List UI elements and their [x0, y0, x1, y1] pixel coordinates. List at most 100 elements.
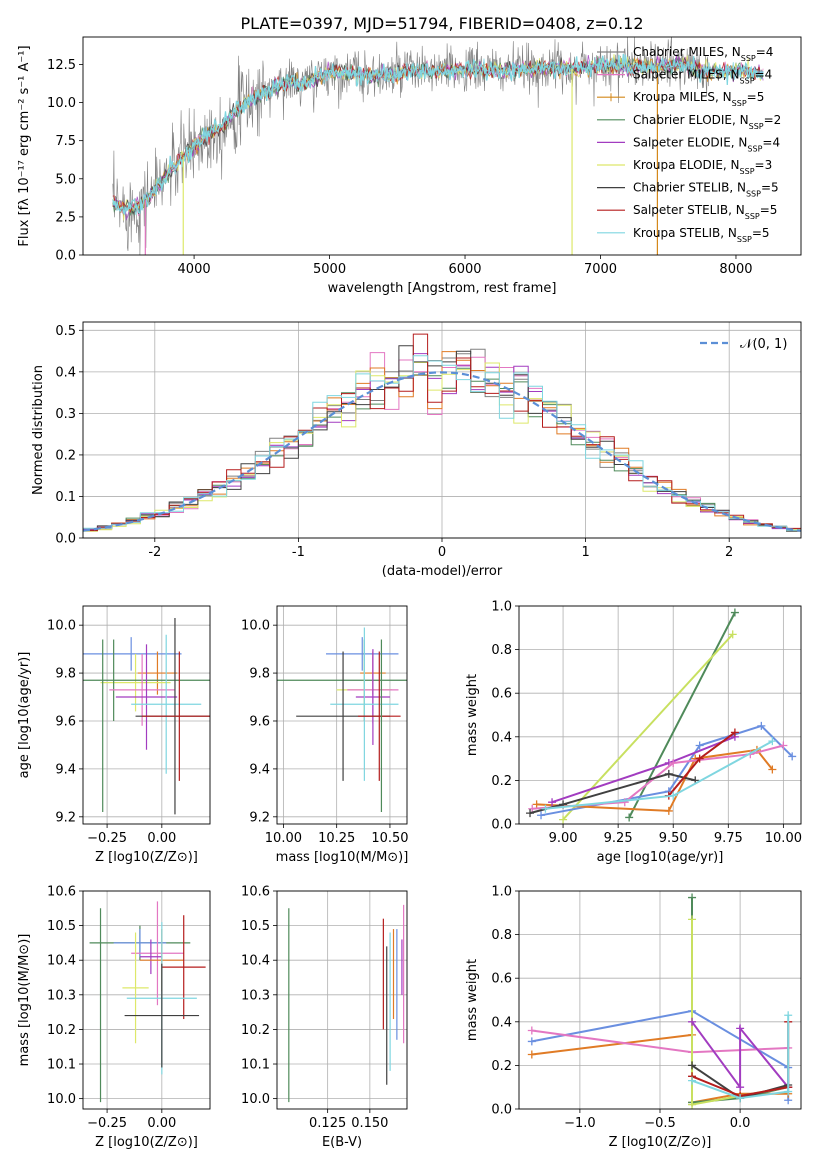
x-tick-label: 0.125 — [309, 1116, 346, 1131]
y-tick-label: 10.0 — [47, 619, 76, 634]
y-tick-label: 10.2 — [241, 1023, 270, 1038]
y-tick-label: 10.1 — [241, 1058, 270, 1073]
point-marker — [527, 1037, 536, 1046]
errorbar-point — [137, 651, 178, 695]
point-marker — [757, 721, 766, 730]
point-marker — [695, 741, 704, 750]
y-tick-label: 0.0 — [55, 532, 76, 547]
point-marker — [688, 893, 697, 902]
y-tick-label: 7.5 — [55, 134, 76, 149]
legend-entry: Salpeter ELODIE, NSSP=4 — [633, 135, 780, 153]
x-tick-label: 10.00 — [265, 831, 302, 846]
mass-vs-extinction-panel: 0.125 0.150 10.0 10.1 10.2 10.3 10.4 10.5 10.6 E(… — [241, 885, 408, 1150]
y-axis-label: Normed distribution — [31, 365, 46, 495]
model-spectrum-line — [112, 53, 764, 215]
x-tick-label: 1 — [581, 545, 589, 560]
errorbar-point — [83, 637, 182, 671]
series — [625, 608, 739, 822]
y-tick-label: 0.0 — [55, 249, 76, 264]
histogram-step-line — [83, 333, 801, 532]
errorbar-point — [142, 651, 210, 781]
point-marker — [736, 1094, 745, 1103]
x-tick-label: 2 — [725, 545, 733, 560]
y-tick-label: 9.2 — [55, 810, 76, 825]
point-marker — [688, 915, 697, 924]
y-tick-label: 10.5 — [47, 919, 76, 934]
x-tick-label: 4000 — [178, 262, 211, 277]
figure-title: PLATE=0397, MJD=51794, FIBERID=0408, z=0… — [240, 14, 643, 33]
y-tick-label: 10.6 — [47, 885, 76, 900]
x-tick-label: −0.25 — [87, 831, 127, 846]
y-tick-label: 10.0 — [47, 1092, 76, 1107]
x-tick-label: 9.75 — [714, 831, 743, 846]
point-marker — [736, 1083, 745, 1092]
y-tick-label: 5.0 — [55, 172, 76, 187]
errorbar-point — [139, 939, 162, 975]
errorbar-point — [100, 653, 171, 712]
point-marker — [664, 769, 673, 778]
histogram-steps — [83, 333, 801, 532]
y-tick-label: 9.8 — [55, 667, 76, 682]
series-line — [691, 1021, 789, 1091]
point-marker — [620, 798, 629, 807]
point-marker — [688, 1100, 697, 1109]
legend-entry: Chabrier MILES, NSSP=4 — [633, 45, 773, 63]
x-tick-label: -1 — [292, 545, 305, 560]
point-marker — [730, 608, 739, 617]
series-line — [691, 1015, 790, 1100]
error-bars — [89, 901, 206, 1103]
x-tick-label: 9.00 — [549, 831, 578, 846]
y-tick-label: 10.4 — [47, 954, 76, 969]
errorbar-point — [357, 651, 401, 781]
series — [688, 1011, 793, 1103]
y-axis-label: mass [log10(M/M⊙)] — [17, 934, 32, 1067]
legend-entry: Kroupa MILES, NSSP=5 — [633, 90, 764, 108]
y-tick-label: 0.0 — [491, 818, 512, 833]
point-marker — [736, 1024, 745, 1033]
legend-entry: Salpeter MILES, NSSP=4 — [633, 68, 772, 86]
x-tick-label: 10.00 — [765, 831, 802, 846]
y-tick-label: 10.6 — [241, 885, 270, 900]
point-marker — [528, 804, 537, 813]
x-tick-label: 6000 — [448, 262, 481, 277]
y-tick-label: 9.2 — [249, 810, 270, 825]
point-marker — [768, 765, 777, 774]
point-marker — [537, 811, 546, 820]
weight-vs-metallicity-panel: −1.0 −0.5 0.0 0.0 0.2 0.4 0.6 0.8 1.0 Z [log10(Z/… — [465, 885, 802, 1150]
x-tick-label: 0 — [438, 545, 446, 560]
normal-curve — [83, 371, 801, 532]
error-bars — [83, 617, 210, 815]
errorbar-point — [330, 627, 399, 781]
x-tick-label: 9.50 — [659, 831, 688, 846]
x-axis-label: Z [log10(Z/Z⊙)] — [609, 1135, 712, 1150]
axes-frame — [82, 321, 802, 539]
histogram-step-line — [83, 362, 801, 532]
errorbar-point — [131, 901, 184, 1006]
y-tick-label: 10.0 — [241, 1092, 270, 1107]
x-axis-label: Z [log10(Z/Z⊙)] — [95, 1135, 198, 1150]
legend-entry: Chabrier ELODIE, NSSP=2 — [633, 113, 781, 131]
y-axis-label: Flux [fλ 10⁻¹⁷ erg cm⁻² s⁻¹ A⁻¹] — [17, 45, 32, 246]
errorbar-point — [326, 637, 399, 671]
x-tick-label: 8000 — [719, 262, 752, 277]
y-tick-label: 10.3 — [241, 988, 270, 1003]
x-axis-label: (data-model)/error — [382, 564, 503, 579]
x-axis-label: E(B-V) — [322, 1135, 362, 1150]
weight-vs-age-panel: 9.00 9.25 9.50 9.75 10.00 0.0 0.2 0.4 0.6 0.8 1.0 a… — [465, 600, 802, 866]
y-tick-label: 10.1 — [47, 1058, 76, 1073]
errorbar-point — [83, 639, 210, 721]
y-tick-label: 0.3 — [55, 407, 76, 422]
y-tick-label: 0.0 — [491, 1103, 512, 1118]
y-tick-label: 0.2 — [491, 774, 512, 789]
x-axis-label: wavelength [Angstrom, rest frame] — [328, 281, 557, 296]
spectrum-panel: 4000 5000 6000 7000 8000 0.0 2.5 5.0 7.5 10.0 12.5… — [17, 36, 802, 296]
legend-entry: 𝒩(0, 1) — [740, 337, 787, 352]
y-tick-label: 0.8 — [491, 928, 512, 943]
errorbar-point — [131, 634, 202, 774]
point-marker — [669, 791, 678, 800]
point-marker — [541, 804, 550, 813]
y-tick-label: 0.6 — [491, 972, 512, 987]
point-marker — [784, 1087, 793, 1096]
errorbar-point — [122, 932, 149, 1044]
